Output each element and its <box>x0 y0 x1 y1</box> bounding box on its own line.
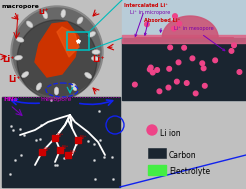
Circle shape <box>176 60 181 65</box>
Circle shape <box>237 70 242 74</box>
Circle shape <box>17 20 97 100</box>
Ellipse shape <box>85 72 92 78</box>
Text: Li⁺: Li⁺ <box>79 135 87 140</box>
Circle shape <box>201 66 206 71</box>
Text: Li⁺: Li⁺ <box>8 75 21 84</box>
Circle shape <box>166 85 171 90</box>
Circle shape <box>145 22 149 27</box>
Circle shape <box>133 82 137 87</box>
Ellipse shape <box>36 83 42 90</box>
Circle shape <box>202 84 207 88</box>
Circle shape <box>190 56 195 61</box>
Ellipse shape <box>54 87 59 95</box>
Bar <box>148 148 166 158</box>
Circle shape <box>13 8 101 96</box>
Text: Li⁺: Li⁺ <box>57 133 64 138</box>
Text: Li⁺: Li⁺ <box>92 55 105 64</box>
Bar <box>2 97 120 187</box>
Ellipse shape <box>92 50 100 54</box>
Text: Li⁺: Li⁺ <box>2 55 15 64</box>
Circle shape <box>213 58 217 63</box>
Text: Li⁺: Li⁺ <box>44 147 51 152</box>
Ellipse shape <box>72 83 77 91</box>
Text: macropore: macropore <box>2 4 40 9</box>
Text: mesopore: mesopore <box>40 97 71 102</box>
Ellipse shape <box>43 11 48 19</box>
Polygon shape <box>134 16 234 38</box>
Circle shape <box>147 125 157 135</box>
Circle shape <box>177 21 182 26</box>
Bar <box>67 32 89 50</box>
Ellipse shape <box>16 37 24 42</box>
Text: Li⁺ in mesopore: Li⁺ in mesopore <box>174 26 225 51</box>
Circle shape <box>184 81 189 85</box>
Polygon shape <box>57 27 79 57</box>
Text: Li⁺: Li⁺ <box>38 9 49 15</box>
Circle shape <box>168 45 172 50</box>
Text: Li ion: Li ion <box>160 129 181 138</box>
Circle shape <box>157 89 162 94</box>
Circle shape <box>11 6 103 98</box>
Circle shape <box>150 70 155 75</box>
Text: Li⁺ in micropore: Li⁺ in micropore <box>130 10 170 35</box>
Bar <box>122 38 246 100</box>
Polygon shape <box>35 22 79 77</box>
Circle shape <box>172 26 176 31</box>
Text: Intercalated Li⁺: Intercalated Li⁺ <box>124 3 168 36</box>
Bar <box>148 165 166 175</box>
Text: Carbon: Carbon <box>169 150 197 160</box>
Bar <box>122 0 246 100</box>
Bar <box>122 35 246 43</box>
Circle shape <box>148 65 153 70</box>
Text: Electrolyte: Electrolyte <box>169 167 210 177</box>
Text: Li⁺: Li⁺ <box>70 150 77 155</box>
Circle shape <box>200 61 205 66</box>
Circle shape <box>232 43 236 48</box>
Circle shape <box>182 45 186 50</box>
Ellipse shape <box>22 72 29 77</box>
Circle shape <box>229 49 234 53</box>
Circle shape <box>167 67 171 71</box>
Ellipse shape <box>88 32 95 37</box>
Text: Li⁺: Li⁺ <box>62 145 69 150</box>
Circle shape <box>193 91 198 96</box>
Ellipse shape <box>77 17 83 24</box>
Ellipse shape <box>26 21 33 27</box>
Ellipse shape <box>92 57 99 61</box>
Circle shape <box>173 14 177 18</box>
Text: HNs: HNs <box>3 97 17 102</box>
Ellipse shape <box>61 9 66 17</box>
Circle shape <box>175 79 179 84</box>
Circle shape <box>147 67 152 72</box>
Circle shape <box>155 68 159 72</box>
Ellipse shape <box>15 55 22 60</box>
Text: Absorbed Li⁺: Absorbed Li⁺ <box>144 18 180 32</box>
